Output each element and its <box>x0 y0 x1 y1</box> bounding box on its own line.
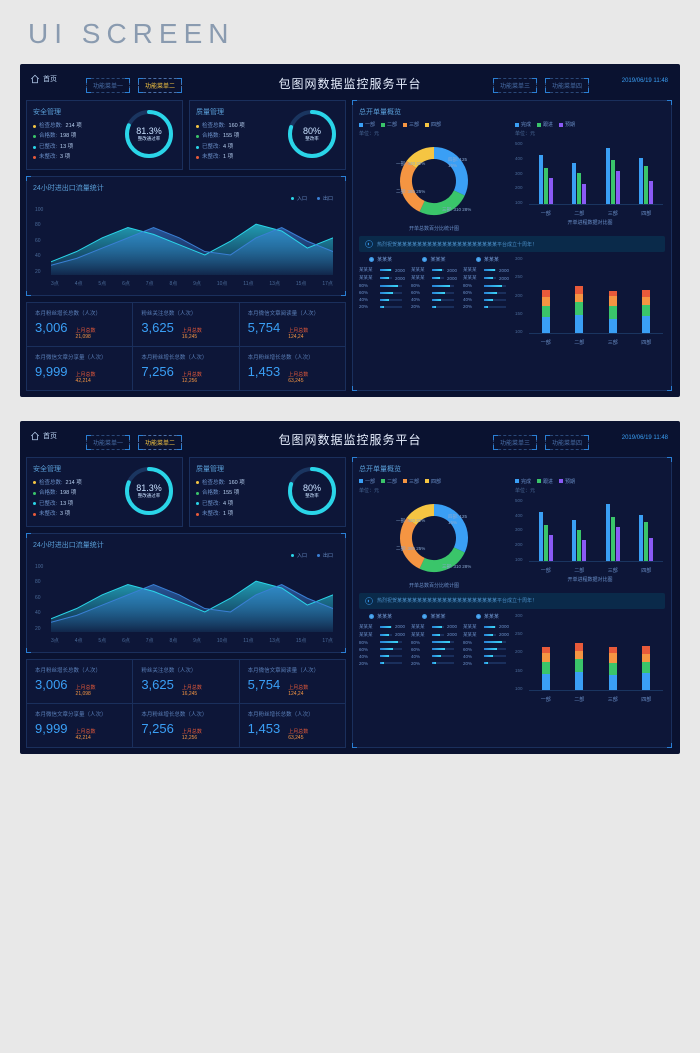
menu-item[interactable]: 功能菜单一 <box>86 78 130 93</box>
stat-cell: 本月粉丝增长总数（人次） 3,006上月总数21,098 <box>27 303 132 346</box>
menu-item[interactable]: 功能菜单四 <box>545 435 589 450</box>
stacked-chart: 300250200150100 一部二部三部四部 <box>515 256 665 346</box>
main-title: 包图网数据监控服务平台 <box>278 75 421 92</box>
traffic-panel: 24小时进出口流量统计 入口出口 10080604020 3点4点5点6点7点8… <box>26 176 346 296</box>
timestamp: 2019/06/19 11:48 <box>622 78 668 84</box>
stacked-chart: 300250200150100 一部二部三部四部 <box>515 613 665 703</box>
donut-chart: 一部: 420 32%二部: 380 25%三部: 310 28%四部: 125… <box>394 498 474 578</box>
gauge-chart: 81.3%整改通过率 <box>122 464 176 518</box>
menu-item[interactable]: 功能菜单四 <box>545 78 589 93</box>
stat-cell: 粉丝关注总数（人次） 3,625上月总数16,245 <box>133 660 238 703</box>
stat-cell: 本月粉丝增长总数（人次） 7,256上月总数12,256 <box>133 347 238 390</box>
stat-cell: 本月微信文章分享量（人次） 9,999上月总数42,214 <box>27 347 132 390</box>
stat-cell: 本月微信文章阅读量（人次） 5,754上月总数124,24 <box>240 660 345 703</box>
gauge-panel: 安全管理检查总数:214 项合格数:198 项已整改:13 项未整改:3 项 8… <box>26 457 183 527</box>
header: 首页 功能菜单一功能菜单二 包图网数据监控服务平台 功能菜单三功能菜单四 201… <box>26 70 674 96</box>
stat-cell: 本月微信文章阅读量（人次） 5,754上月总数124,24 <box>240 303 345 346</box>
bar-chart: 500400300200100一部二部三部四部 <box>515 141 665 217</box>
menu-item[interactable]: 功能菜单三 <box>493 435 537 450</box>
stat-cell: 本月粉丝增长总数（人次） 1,453上月总数63,245 <box>240 704 345 747</box>
stats-grid: 本月粉丝增长总数（人次） 3,006上月总数21,098 粉丝关注总数（人次） … <box>26 659 346 748</box>
gauge-panel: 安全管理检查总数:214 项合格数:198 项已整改:13 项未整改:3 项 8… <box>26 100 183 170</box>
gauge-chart: 80%整改率 <box>285 464 339 518</box>
stat-cell: 本月粉丝增长总数（人次） 1,453上月总数63,245 <box>240 347 345 390</box>
timestamp: 2019/06/19 11:48 <box>622 435 668 441</box>
gauge-chart: 80%整改率 <box>285 107 339 161</box>
home-link[interactable]: 首页 <box>30 74 57 84</box>
progress-section: 某某某某某某某某某 某某某2000某某某200080%60%40%20%某某某2… <box>359 256 509 346</box>
overview-panel: 总开单量概览 一部二部三部四部单位：元 一部: 420 32%二部: 380 2… <box>352 100 672 391</box>
stat-cell: 本月粉丝增长总数（人次） 3,006上月总数21,098 <box>27 660 132 703</box>
stat-cell: 粉丝关注总数（人次） 3,625上月总数16,245 <box>133 303 238 346</box>
donut-chart: 一部: 420 32%二部: 380 25%三部: 310 28%四部: 125… <box>394 141 474 221</box>
menu-item[interactable]: 功能菜单二 <box>138 435 182 450</box>
stat-cell: 本月粉丝增长总数（人次） 7,256上月总数12,256 <box>133 704 238 747</box>
dashboard: 首页 功能菜单一功能菜单二 包图网数据监控服务平台 功能菜单三功能菜单四 201… <box>20 64 680 397</box>
dashboard: 首页 功能菜单一功能菜单二 包图网数据监控服务平台 功能菜单三功能菜单四 201… <box>20 421 680 754</box>
gauge-chart: 81.3%整改通过率 <box>122 107 176 161</box>
menu-item[interactable]: 功能菜单一 <box>86 435 130 450</box>
gauge-panel: 质量管理检查总数:160 项合格数:155 项已整改:4 项未整改:1 项 80… <box>189 457 346 527</box>
home-link[interactable]: 首页 <box>30 431 57 441</box>
stats-grid: 本月粉丝增长总数（人次） 3,006上月总数21,098 粉丝关注总数（人次） … <box>26 302 346 391</box>
gauge-panel: 质量管理检查总数:160 项合格数:155 项已整改:4 项未整改:1 项 80… <box>189 100 346 170</box>
overview-panel: 总开单量概览 一部二部三部四部单位：元 一部: 420 32%二部: 380 2… <box>352 457 672 748</box>
bar-chart: 500400300200100一部二部三部四部 <box>515 498 665 574</box>
notice-bar: 热烈祝贺某某某某某某某某某某某某某某某某某某某某平台成立十周年！ <box>359 236 665 252</box>
notice-bar: 热烈祝贺某某某某某某某某某某某某某某某某某某某某平台成立十周年！ <box>359 593 665 609</box>
traffic-panel: 24小时进出口流量统计 入口出口 10080604020 3点4点5点6点7点8… <box>26 533 346 653</box>
header: 首页 功能菜单一功能菜单二 包图网数据监控服务平台 功能菜单三功能菜单四 201… <box>26 427 674 453</box>
progress-section: 某某某某某某某某某 某某某2000某某某200080%60%40%20%某某某2… <box>359 613 509 703</box>
page-banner: UI SCREEN <box>0 0 700 64</box>
main-title: 包图网数据监控服务平台 <box>278 431 421 448</box>
menu-item[interactable]: 功能菜单二 <box>138 78 182 93</box>
stat-cell: 本月微信文章分享量（人次） 9,999上月总数42,214 <box>27 704 132 747</box>
menu-item[interactable]: 功能菜单三 <box>493 78 537 93</box>
